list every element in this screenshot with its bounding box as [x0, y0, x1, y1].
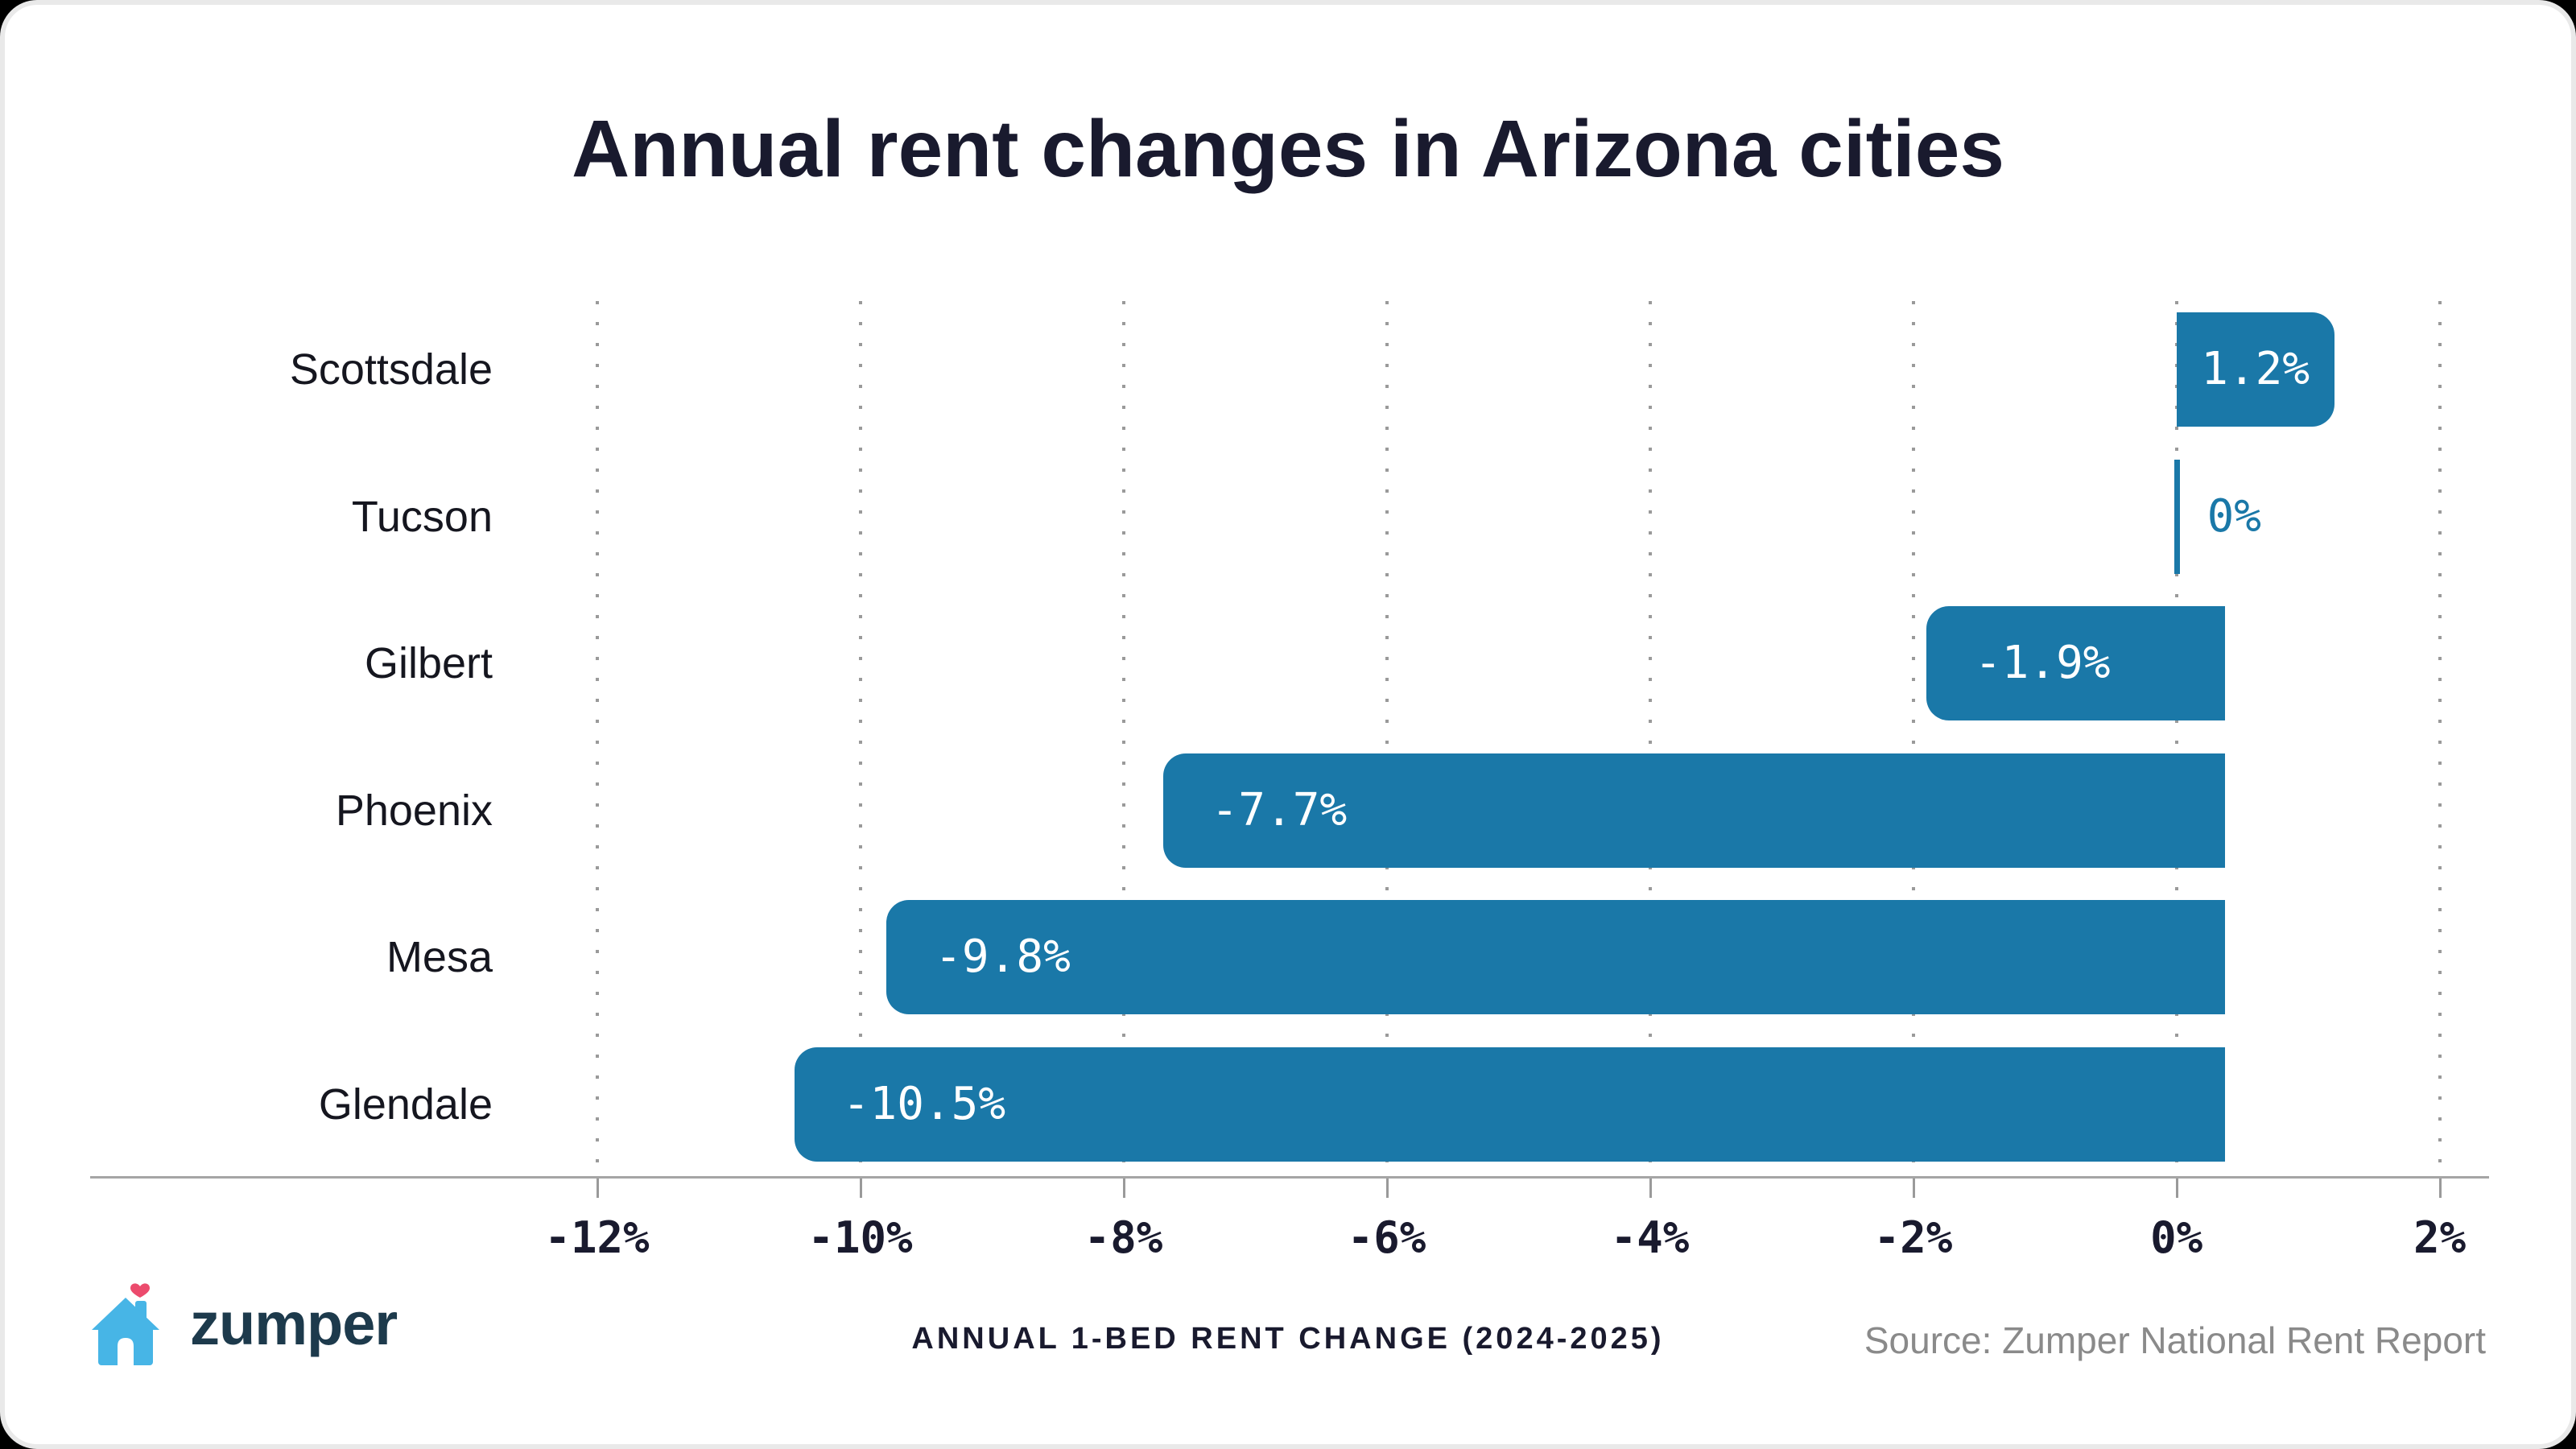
axis-tick: [859, 1179, 862, 1198]
bar-zero: [2174, 459, 2180, 574]
bar-value-label: 0%: [2207, 489, 2262, 543]
x-tick-label: 2%: [2413, 1212, 2467, 1263]
gridline: [2438, 301, 2442, 1178]
x-tick-label: -8%: [1084, 1212, 1163, 1263]
gridline: [1121, 301, 1125, 1178]
gridline: [595, 301, 599, 1178]
axis-tick: [1912, 1179, 1915, 1198]
bar-row: -10.5%: [465, 1031, 2492, 1179]
bar-row: -9.8%: [465, 884, 2492, 1031]
category-row: Scottsdale: [0, 296, 493, 444]
gridline: [2174, 301, 2178, 1178]
zumper-logo: zumper: [90, 1280, 398, 1367]
category-label: Glendale: [318, 1080, 493, 1129]
axis-tick: [2175, 1179, 2178, 1198]
x-tick-labels: -12% -10% -8% -6% -4% -2% 0% 2%: [465, 1212, 2492, 1269]
bar: -9.8%: [886, 900, 2225, 1015]
bar-value-label: -7.7%: [1211, 783, 1348, 836]
bar-value-label: -10.5%: [842, 1077, 1006, 1130]
category-row: Glendale: [0, 1031, 493, 1179]
category-label: Gilbert: [364, 639, 493, 688]
bar: -10.5%: [794, 1046, 2225, 1162]
x-tick-label: 0%: [2150, 1212, 2203, 1263]
bar-value-label: 1.2%: [2201, 343, 2310, 396]
gridline: [1648, 301, 1652, 1178]
gridline: [1911, 301, 1915, 1178]
x-tick-label: -12%: [544, 1212, 650, 1263]
plot-area: 1.2% 0% -1.9% -7.7% -9.8% -10.5%: [465, 296, 2492, 1178]
x-tick-label: -4%: [1610, 1212, 1690, 1263]
bar-row: 0%: [465, 444, 2492, 591]
category-label: Tucson: [351, 492, 493, 541]
heart-icon: [130, 1283, 150, 1298]
category-label: Scottsdale: [289, 345, 493, 394]
bar-value-label: -9.8%: [935, 931, 1071, 984]
bar-value-label: -1.9%: [1974, 637, 2111, 690]
x-axis-line: [90, 1176, 2489, 1179]
card: [5, 5, 2571, 1444]
zumper-house-icon: [92, 1283, 159, 1365]
zumper-wordmark: zumper: [190, 1290, 398, 1357]
category-row: Tucson: [0, 444, 493, 591]
chart-title: Annual rent changes in Arizona cities: [572, 104, 2004, 194]
category-label: Mesa: [386, 933, 493, 982]
gridline: [858, 301, 862, 1178]
bar-rows: 1.2% 0% -1.9% -7.7% -9.8% -10.5%: [465, 296, 2492, 1178]
axis-tick: [1385, 1179, 1389, 1198]
footer-source: Source: Zumper National Rent Report: [1864, 1319, 2486, 1361]
bar-row: 1.2%: [465, 296, 2492, 444]
axis-tick: [1122, 1179, 1125, 1198]
x-tick-label: -2%: [1873, 1212, 1953, 1263]
bar-row: -1.9%: [465, 590, 2492, 737]
footer-caption: ANNUAL 1-BED RENT CHANGE (2024-2025): [911, 1322, 1665, 1356]
gridline: [1385, 301, 1389, 1178]
x-tick-label: -10%: [807, 1212, 913, 1263]
category-labels: Scottsdale Tucson Gilbert Phoenix Mesa Glenda…: [0, 296, 493, 1178]
bar-row: -7.7%: [465, 737, 2492, 885]
category-row: Phoenix: [0, 737, 493, 885]
category-row: Mesa: [0, 884, 493, 1031]
axis-tick: [1649, 1179, 1652, 1198]
bar: -1.9%: [1926, 606, 2225, 721]
bar: -7.7%: [1162, 753, 2225, 868]
axis-tick: [2438, 1179, 2442, 1198]
bar: 1.2%: [2176, 312, 2334, 427]
axis-tick: [596, 1179, 599, 1198]
x-tick-label: -6%: [1347, 1212, 1426, 1263]
category-row: Gilbert: [0, 590, 493, 737]
category-label: Phoenix: [335, 786, 493, 835]
